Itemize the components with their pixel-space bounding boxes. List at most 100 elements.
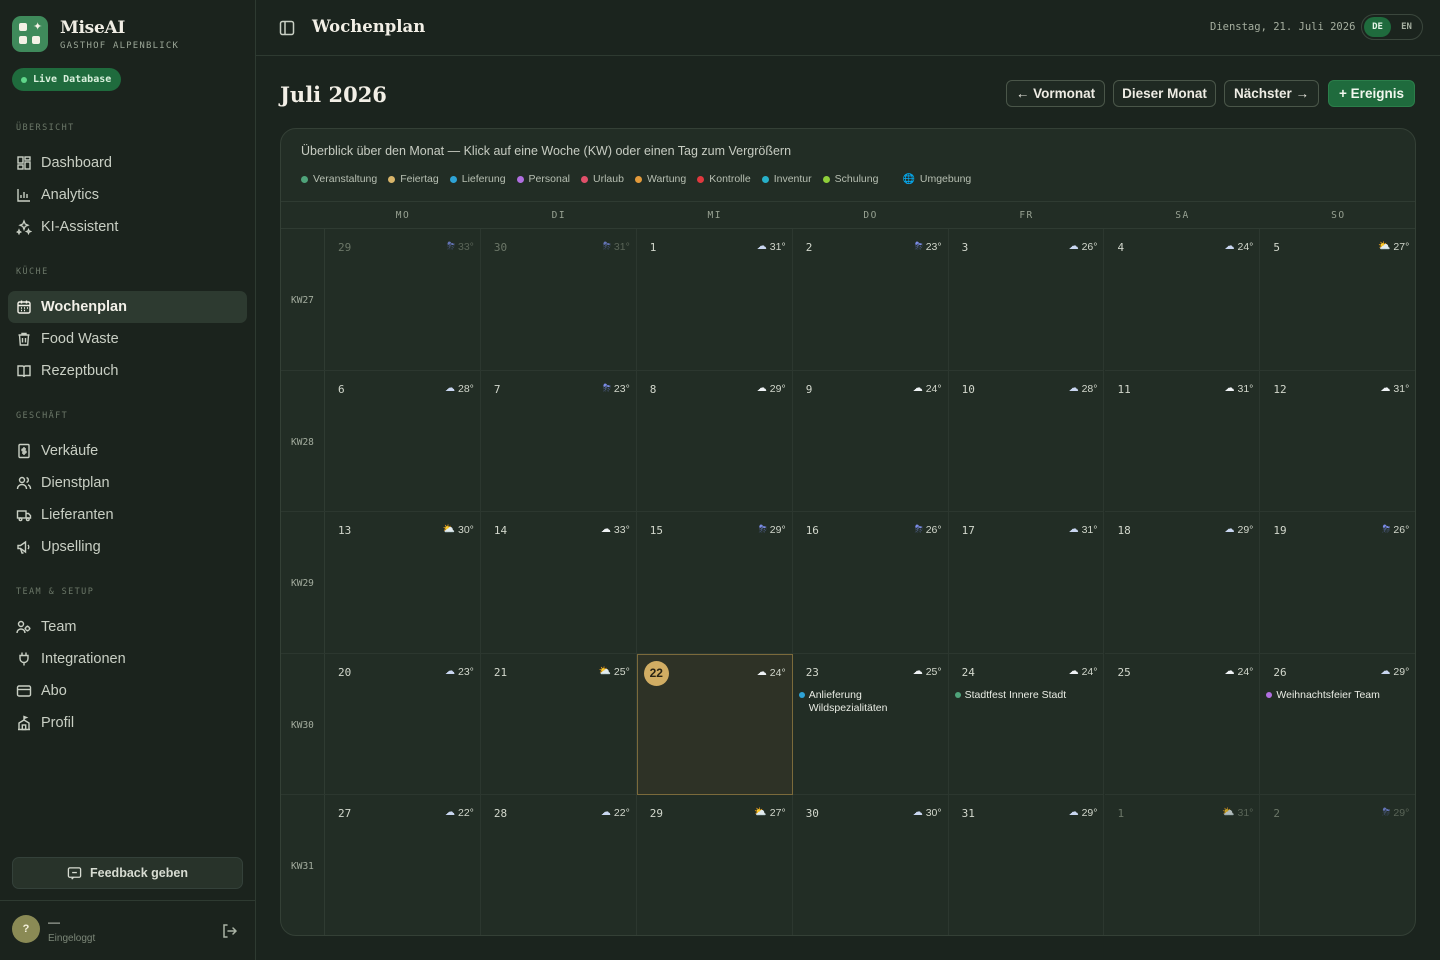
day-number: 27 — [338, 807, 352, 821]
brand[interactable]: ✦ MiseAI GASTHOF ALPENBLICK — [12, 16, 179, 52]
cloud-weather-icon: ☁ — [912, 382, 923, 394]
day-cell[interactable]: 3 ☁ 26° — [948, 229, 1105, 371]
week-number-kw29[interactable]: KW29 — [291, 578, 314, 590]
day-cell[interactable]: 17 ☁ 31° — [948, 512, 1105, 654]
sidebar-item-dashboard[interactable]: Dashboard — [8, 147, 247, 179]
calendar-event[interactable]: Anlieferung Wildspezialitäten — [798, 689, 939, 715]
day-cell[interactable]: 11 ☁ 31° — [1104, 370, 1261, 513]
day-number: 1 — [649, 241, 657, 254]
day-number: 15 — [649, 524, 664, 538]
next-month-button[interactable]: Nächster → — [1224, 80, 1319, 107]
sidebar-item-rezeptbuch[interactable]: Rezeptbuch — [8, 355, 247, 387]
day-cell[interactable]: 25 ☁ 24° — [1104, 653, 1261, 796]
day-cell[interactable]: 26 ☁ 29° Weihnachtsfeier Team — [1260, 654, 1415, 796]
temperature: 24° — [769, 666, 786, 679]
temperature: 29° — [1393, 665, 1410, 678]
current-month-button[interactable]: Dieser Monat — [1113, 80, 1216, 107]
day-cell[interactable]: 28 ☁ 22° — [481, 795, 637, 935]
day-cell[interactable]: 9 ☁ 24° — [792, 370, 949, 513]
day-cell[interactable]: 4 ☁ 24° — [1104, 229, 1261, 371]
day-number: 6 — [338, 382, 345, 396]
logout-icon[interactable] — [220, 922, 238, 940]
legend-environment-label[interactable]: Umgebung — [919, 173, 972, 185]
weekday-do: DO — [863, 210, 878, 221]
day-cell[interactable]: 14 ☁ 33° — [480, 512, 637, 654]
avatar[interactable]: ? — [12, 915, 40, 943]
week-number-kw30[interactable]: KW30 — [291, 719, 314, 731]
sidebar-item-team[interactable]: Team — [8, 611, 247, 643]
sidebar-item-wochenplan[interactable]: Wochenplan — [8, 291, 247, 323]
weather-forecast: ☁ 31° — [1225, 383, 1254, 395]
feedback-icon — [67, 866, 82, 880]
weather-forecast: ☁ 33° — [601, 524, 630, 536]
sidebar-item-profil[interactable]: Profil — [8, 707, 247, 739]
sidebar-item-food-waste[interactable]: Food Waste — [8, 323, 247, 355]
day-cell[interactable]: 21 ⛅ 25° — [480, 653, 637, 796]
day-cell[interactable]: 8 ☁ 29° — [636, 370, 793, 513]
sidebar-item-verkaufe[interactable]: Verkäufe — [8, 435, 247, 467]
day-cell[interactable]: 6 ☁ 28° — [325, 370, 481, 513]
sidebar-item-label: Lieferanten — [41, 507, 114, 523]
day-cell[interactable]: 30 ⛈ 31° — [480, 229, 637, 371]
day-cell[interactable]: 2 ⛈ 29° — [1260, 795, 1415, 935]
temperature: 31° — [1237, 807, 1254, 820]
user-panel: ? — Eingeloggt — [0, 900, 255, 960]
day-cell[interactable]: 1 ⛅ 31° — [1105, 795, 1261, 935]
lang-en-button[interactable]: EN — [1401, 22, 1412, 32]
day-cell[interactable]: 31 ☁ 29° — [949, 795, 1105, 935]
weather-forecast: ☁ 29° — [1225, 524, 1254, 536]
legend-dot-icon — [516, 175, 524, 183]
day-cell[interactable]: 1 ☁ 31° — [636, 229, 793, 371]
day-cell[interactable]: 15 ⛈ 29° — [636, 512, 793, 654]
team-icon — [16, 619, 32, 635]
legend-dot-icon — [697, 175, 705, 183]
temperature: 24° — [1237, 241, 1254, 253]
day-cell[interactable]: 29 ⛅ 27° — [637, 795, 793, 935]
week-number-kw31[interactable]: KW31 — [291, 861, 314, 873]
sidebar-item-analytics[interactable]: Analytics — [8, 179, 247, 211]
day-cell[interactable]: 27 ☁ 22° — [325, 795, 481, 935]
calendar-event[interactable]: Stadtfest Innere Stadt — [954, 689, 1095, 702]
legend-label: Personal — [528, 173, 570, 185]
day-cell[interactable]: 19 ⛈ 26° — [1260, 512, 1415, 654]
day-cell[interactable]: 5 ⛅ 27° — [1260, 229, 1415, 371]
day-cell[interactable]: 30 ☁ 30° — [793, 795, 949, 935]
sidebar-item-integrationen[interactable]: Integrationen — [8, 643, 247, 675]
day-cell[interactable]: 18 ☁ 29° — [1104, 512, 1261, 654]
day-cell[interactable]: 13 ⛅ 30° — [325, 512, 481, 654]
temperature: 22° — [458, 807, 474, 820]
day-cell-today[interactable]: 22 ☁ 24° — [636, 653, 793, 796]
lang-de-button[interactable]: DE — [1364, 17, 1391, 37]
weather-forecast: ☁ 24° — [913, 383, 942, 395]
day-cell[interactable]: 20 ☁ 23° — [325, 653, 481, 796]
day-cell[interactable]: 29 ⛈ 33° — [325, 229, 481, 371]
day-number: 11 — [1117, 382, 1131, 396]
prev-month-button[interactable]: ← Vormonat — [1006, 80, 1105, 107]
storm-weather-icon: ⛈ — [914, 524, 923, 536]
rain-weather-icon: ☁ — [1224, 524, 1235, 536]
week-divider — [281, 511, 325, 513]
sidebar-toggle-icon[interactable] — [278, 19, 296, 37]
feedback-button[interactable]: Feedback geben — [12, 857, 243, 889]
day-cell[interactable]: 23 ☁ 25° Anlieferung Wildspezialitäten — [792, 653, 949, 796]
weather-forecast: ⛅ 30° — [443, 524, 474, 536]
week-number-kw27[interactable]: KW27 — [291, 295, 314, 306]
day-cell[interactable]: 7 ⛈ 23° — [480, 370, 637, 513]
rain-weather-icon: ☁ — [1224, 241, 1235, 252]
weekday-mi: MI — [707, 210, 722, 221]
sidebar-item-lieferanten[interactable]: Lieferanten — [8, 499, 247, 531]
calendar-event[interactable]: Weihnachtsfeier Team — [1266, 689, 1406, 702]
sidebar-item-abo[interactable]: Abo — [8, 675, 247, 707]
sidebar-item-upselling[interactable]: Upselling — [8, 531, 247, 563]
day-cell[interactable]: 24 ☁ 24° Stadtfest Innere Stadt — [948, 653, 1105, 796]
add-event-button[interactable]: + Ereignis — [1328, 80, 1415, 107]
day-cell[interactable]: 12 ☁ 31° — [1260, 371, 1415, 513]
upselling-icon — [16, 539, 32, 555]
cloud-weather-icon: ☁ — [756, 382, 767, 394]
week-number-kw28[interactable]: KW28 — [291, 436, 314, 448]
day-cell[interactable]: 16 ⛈ 26° — [792, 512, 949, 654]
sidebar-item-ki-assistent[interactable]: KI-Assistent — [8, 211, 247, 243]
day-cell[interactable]: 10 ☁ 28° — [948, 370, 1105, 513]
day-cell[interactable]: 2 ⛈ 23° — [792, 229, 949, 371]
sidebar-item-dienstplan[interactable]: Dienstplan — [8, 467, 247, 499]
